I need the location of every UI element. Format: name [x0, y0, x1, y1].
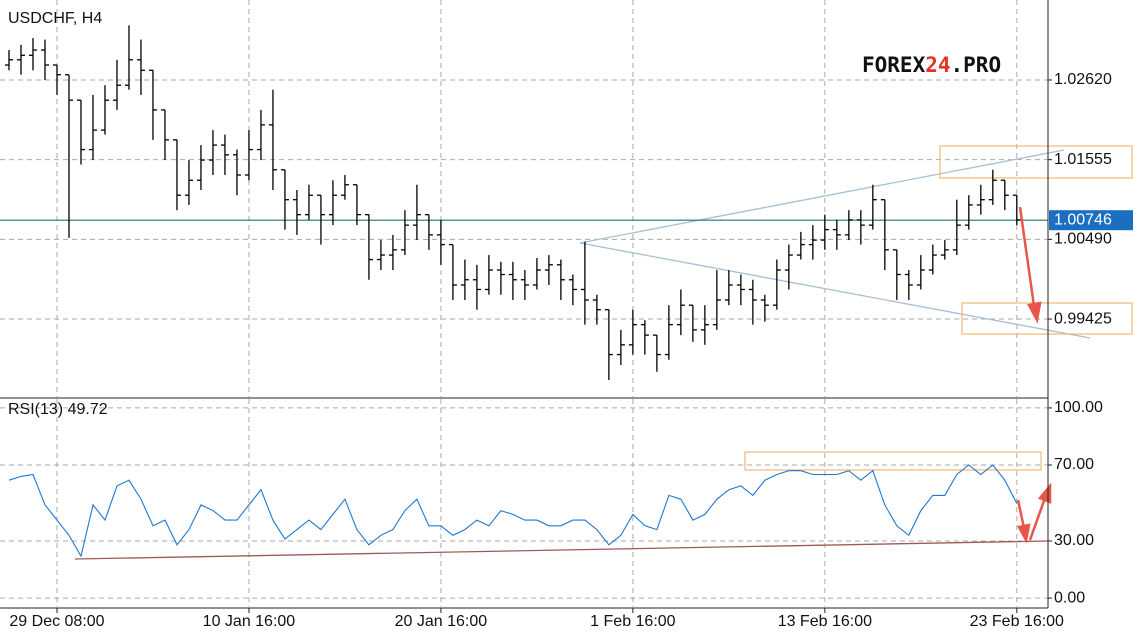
marks-layer — [0, 25, 1048, 558]
logo: FOREX24.PRO — [862, 53, 1001, 77]
arrow-head — [1027, 301, 1042, 324]
rsi-line — [8, 464, 1018, 558]
logo-part: 24 — [925, 53, 950, 77]
y-tick-label: 30.00 — [1054, 532, 1094, 549]
x-tick-label: 10 Jan 16:00 — [203, 613, 296, 630]
trend-line — [579, 242, 1091, 339]
y-tick-label: 0.00 — [1054, 589, 1085, 606]
highlight-box — [939, 145, 1133, 179]
x-tick-label: 29 Dec 08:00 — [9, 613, 104, 630]
y-tick-label: 1.00490 — [1054, 231, 1112, 248]
highlight-box — [744, 451, 1042, 471]
x-tick-label: 20 Jan 16:00 — [395, 613, 488, 630]
x-tick-label: 13 Feb 16:00 — [778, 613, 872, 630]
trend-line — [579, 149, 1065, 244]
arrow-head — [1017, 523, 1031, 544]
grid-layer — [0, 0, 1048, 607]
indicator-title: RSI(13) 49.72 — [8, 401, 108, 418]
highlight-box — [961, 302, 1133, 335]
y-tick-label: 1.01555 — [1054, 151, 1112, 168]
arrow — [1016, 499, 1026, 529]
y-tick-label: 100.00 — [1054, 399, 1103, 416]
chart-title: USDCHF, H4 — [8, 10, 102, 27]
last-price-tag — [1049, 210, 1133, 231]
y-tick-label: 0.99425 — [1054, 310, 1112, 327]
arrow — [1018, 206, 1036, 307]
logo-part: .PRO — [951, 53, 1002, 77]
logo-part: FOREX — [862, 53, 926, 77]
arrow — [1028, 497, 1047, 541]
trend-line — [74, 540, 1049, 560]
x-tick-label: 1 Feb 16:00 — [590, 613, 676, 630]
last-price-label: 1.00746 — [1054, 211, 1112, 228]
x-tick-label: 23 Feb 16:00 — [970, 613, 1064, 630]
y-tick-label: 1.02620 — [1054, 71, 1112, 88]
y-tick-label: 70.00 — [1054, 456, 1094, 473]
